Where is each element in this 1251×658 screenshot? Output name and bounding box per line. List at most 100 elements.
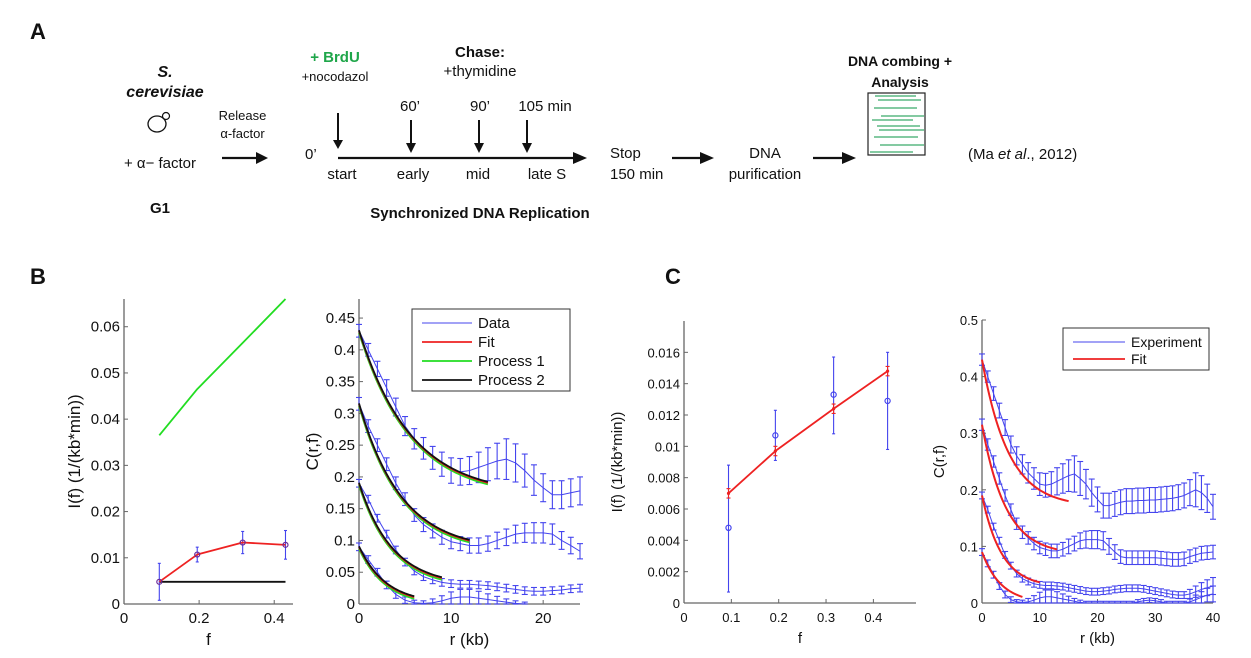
x-tick-label: 0 <box>978 610 985 625</box>
y-tick-label: 0.3 <box>334 405 355 422</box>
data-point <box>194 551 201 558</box>
legend-label: Fit <box>1131 351 1147 367</box>
x-tick-label: 0 <box>680 610 687 625</box>
y-tick-label: 0.4 <box>960 370 978 385</box>
y-tick-label: 0.3 <box>960 426 978 441</box>
process1-line <box>158 298 287 436</box>
timepoint-arrow-start <box>333 113 343 149</box>
combing-arrow <box>813 152 856 164</box>
y-tick-label: 0.4 <box>334 342 355 359</box>
purification-arrow <box>672 152 714 164</box>
legend-box <box>1062 327 1210 371</box>
data-line <box>358 483 581 592</box>
x-tick-label: 30 <box>1148 610 1162 625</box>
y-tick-label: 0.2 <box>334 469 355 486</box>
fit-line <box>158 541 286 583</box>
y-tick-label: 0.25 <box>326 437 355 454</box>
chase-title: Chase: <box>454 44 506 61</box>
process1-curve <box>358 548 415 600</box>
timeline-caption: Synchronized DNA Replication <box>370 205 590 222</box>
purification-label-line2: purification <box>728 166 802 183</box>
x-tick-label: 0.3 <box>817 610 835 625</box>
fit-curve <box>981 424 1058 551</box>
organism-name-line1: S. <box>157 64 173 81</box>
chase-subtitle: +thymidine <box>443 63 517 80</box>
release-label-line2: α-factor <box>220 126 265 141</box>
y-tick-label: 0.45 <box>326 310 355 327</box>
y-tick-label: 0.012 <box>647 408 680 423</box>
data-line <box>981 551 1214 604</box>
combing-label-line1: DNA combing + <box>847 53 953 69</box>
y-tick-label: 0.04 <box>91 411 120 428</box>
process2-curve <box>358 545 415 598</box>
stop-label-line1: Stop <box>610 145 641 162</box>
timepoint-arrow-105 <box>522 120 532 153</box>
stage-mid-label: mid <box>465 166 491 183</box>
panel-b-label: B <box>30 264 46 289</box>
g1-phase-label: G1 <box>149 200 170 217</box>
x-tick-label: 0 <box>355 610 363 627</box>
x-tick-label: 0 <box>120 610 128 627</box>
process2-curve <box>358 482 443 579</box>
y-tick-label: 0.01 <box>91 550 120 567</box>
release-label-line1: Release <box>218 108 267 123</box>
data-point <box>156 578 163 585</box>
y-axis-label: I(f) (1/(kb*min)) <box>65 394 84 508</box>
citation-prefix: (Ma <box>968 146 998 163</box>
x-axis-label: f <box>206 630 211 649</box>
process2-curve <box>358 403 470 541</box>
fit-point <box>773 449 777 453</box>
y-tick-label: 0.02 <box>91 504 120 521</box>
y-tick-label: 0.016 <box>647 345 680 360</box>
x-tick-label: 20 <box>535 610 552 627</box>
citation-italic: et al <box>998 146 1027 163</box>
legend-label: Experiment <box>1131 334 1202 350</box>
release-arrow <box>222 152 268 164</box>
combing-label-line2: Analysis <box>871 74 929 90</box>
y-tick-label: 0.1 <box>960 539 978 554</box>
nocodazol-label: +nocodazol <box>301 69 369 84</box>
y-tick-label: 0.004 <box>647 533 680 548</box>
x-axis-label: r (kb) <box>450 630 490 649</box>
y-tick-label: 0.002 <box>647 565 680 580</box>
data-line <box>981 359 1214 508</box>
fit-point <box>726 491 731 495</box>
y-tick-label: 0.006 <box>647 502 680 517</box>
process2-curve <box>358 329 489 483</box>
combed-dna-slide-icon <box>867 92 926 156</box>
y-tick-label: 0.5 <box>960 313 978 328</box>
organism-name-line2: cerevisiae <box>126 84 204 101</box>
time-zero-label: 0’ <box>305 146 317 163</box>
y-tick-label: 0.01 <box>655 439 680 454</box>
alpha-factor-label: + α− factor <box>123 155 197 172</box>
y-tick-label: 0.05 <box>91 365 120 382</box>
data-line <box>358 330 581 496</box>
timepoint-time-60: 60’ <box>399 98 421 115</box>
experiment-point <box>725 524 732 532</box>
y-tick-label: 0.03 <box>91 457 120 474</box>
y-tick-label: 0.35 <box>326 374 355 391</box>
experiment-point <box>830 391 837 398</box>
data-line <box>981 495 1214 596</box>
fit-curve <box>981 495 1040 584</box>
stage-early-label: early <box>396 166 430 183</box>
data-point <box>239 539 246 546</box>
y-tick-label: 0.2 <box>960 483 978 498</box>
data-line <box>358 403 581 552</box>
purification-label-line1: DNA <box>749 145 781 162</box>
y-tick-label: 0 <box>673 596 680 611</box>
data-point <box>282 541 289 548</box>
x-tick-label: 20 <box>1090 610 1104 625</box>
y-tick-label: 0.15 <box>326 501 355 518</box>
experiment-point <box>772 432 779 439</box>
panel-c-label: C <box>665 264 681 289</box>
timepoint-arrow-90 <box>474 120 484 153</box>
x-tick-label: 0.1 <box>722 610 740 625</box>
fit-point <box>832 407 836 411</box>
fit-curve <box>981 551 1023 598</box>
legend-label: Process 1 <box>478 353 545 370</box>
x-tick-label: 40 <box>1206 610 1220 625</box>
